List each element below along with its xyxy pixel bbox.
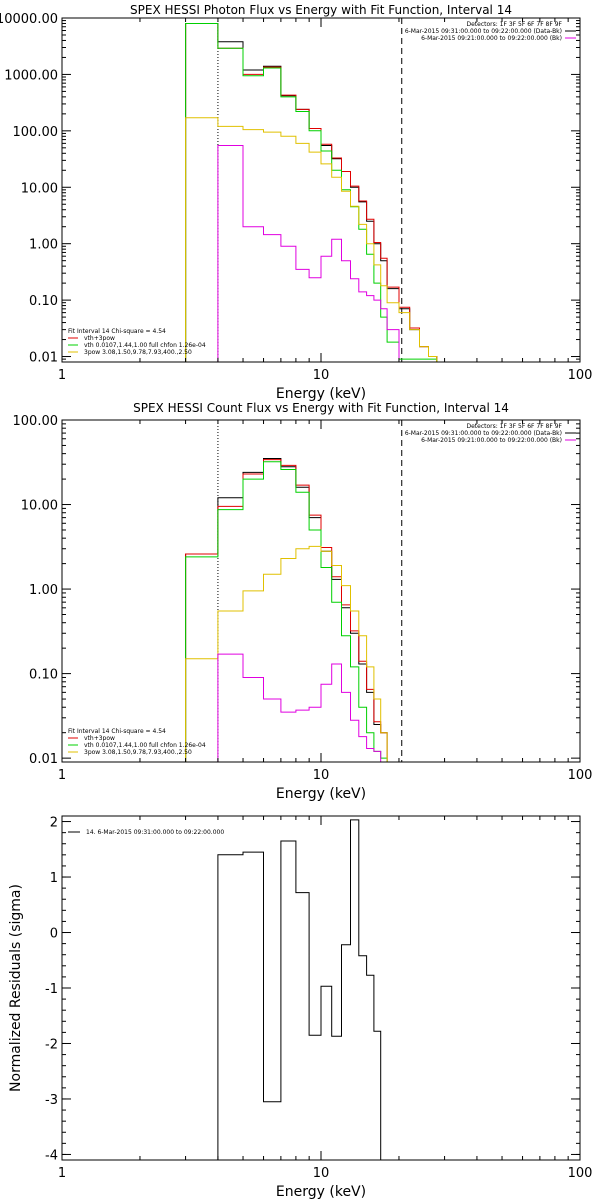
legend-entry: 14. 6-Mar-2015 09:31:00.000 to 09:22:00.… (86, 829, 224, 836)
series-yellow-line (185, 117, 438, 362)
y-tick-label: 10000.00 (0, 12, 58, 27)
chart-title: SPEX HESSI Photon Flux vs Energy with Fi… (130, 3, 512, 17)
x-tick-label: 100 (568, 768, 593, 783)
y-tick-label: 1.00 (29, 583, 58, 598)
y-tick-label: -2 (45, 1037, 58, 1052)
series-green-line (185, 461, 388, 762)
y-tick-label: 0.01 (29, 752, 58, 767)
x-axis-label: Energy (keV) (276, 1184, 366, 1200)
series-yellow-line (185, 545, 388, 762)
y-tick-label: 2 (50, 816, 58, 831)
series-red-line (185, 459, 388, 762)
x-tick-label: 10 (313, 768, 330, 783)
legend-entry: Detectors: 1F 3F 5F 6F 7F 8F 9F (466, 21, 562, 28)
y-tick-label: -1 (45, 982, 58, 997)
y-tick-label: 10.00 (21, 499, 58, 514)
y-tick-label: 100.00 (13, 414, 59, 429)
x-tick-label: 10 (313, 368, 330, 383)
chart-panel-1: SPEX HESSI Photon Flux vs Energy with Fi… (0, 3, 592, 402)
y-tick-label: -3 (45, 1093, 58, 1108)
legend-entry: 3pow 3.08,1.50,9.78,7.93,400.,2.50 (84, 749, 192, 756)
x-tick-label: 1 (58, 1166, 66, 1181)
y-tick-label: 10.00 (21, 181, 58, 196)
series-black-line (185, 458, 388, 762)
legend-entry: 3pow 3.08,1.50,9.78,7.93,400.,2.50 (84, 349, 192, 356)
plot-frame (61, 17, 581, 363)
x-tick-label: 100 (568, 368, 593, 383)
legend-entry: 6-Mar-2015 09:21:00.000 to 09:22:00.000 … (421, 437, 562, 444)
x-tick-label: 1 (58, 368, 66, 383)
y-tick-label: 0.10 (29, 668, 58, 683)
legend-entry: 6-Mar-2015 09:21:00.000 to 09:22:00.000 … (421, 35, 562, 42)
legend-entry: Fit Interval 14 Chi-square = 4.54 (68, 728, 166, 735)
legend-entry: vth 0.0107,1.44,1.00 full chfon 1.26e-04 (84, 742, 206, 749)
y-tick-label: -4 (45, 1148, 58, 1163)
chart-panel-2: SPEX HESSI Count Flux vs Energy with Fit… (13, 401, 593, 802)
series-black-line (217, 819, 382, 1160)
legend-entry: vth+3pow (84, 335, 115, 342)
y-axis-label: Normalized Residuals (sigma) (8, 884, 24, 1092)
chart-title: SPEX HESSI Count Flux vs Energy with Fit… (133, 401, 509, 415)
series-magenta-line (217, 653, 382, 762)
y-tick-label: 0 (50, 927, 58, 942)
x-tick-label: 10 (313, 1166, 330, 1181)
legend-entry: vth 0.0107,1.44,1.00 full chfon 1.26e-04 (84, 342, 206, 349)
y-tick-label: 0.10 (29, 294, 58, 309)
legend-entry: 6-Mar-2015 09:31:00.000 to 09:22:00.000 … (405, 430, 562, 437)
x-tick-label: 1 (58, 768, 66, 783)
x-tick-label: 100 (568, 1166, 593, 1181)
legend-entry: vth+3pow (84, 735, 115, 742)
legend-entry: Detectors: 1F 3F 5F 6F 7F 8F 9F (466, 423, 562, 430)
x-axis-label: Energy (keV) (276, 386, 366, 402)
y-tick-label: 100.00 (13, 125, 59, 140)
legend-entry: Fit Interval 14 Chi-square = 4.54 (68, 328, 166, 335)
x-axis-label: Energy (keV) (276, 786, 366, 802)
legend-entry: 6-Mar-2015 09:31:00.000 to 09:22:00.000 … (405, 28, 562, 35)
y-tick-label: 1.00 (29, 238, 58, 253)
y-tick-label: 0.01 (29, 351, 58, 366)
plot-frame (61, 419, 581, 763)
y-tick-label: 1000.00 (4, 68, 58, 83)
y-tick-label: 1 (50, 871, 58, 886)
series-magenta-line (217, 145, 400, 362)
